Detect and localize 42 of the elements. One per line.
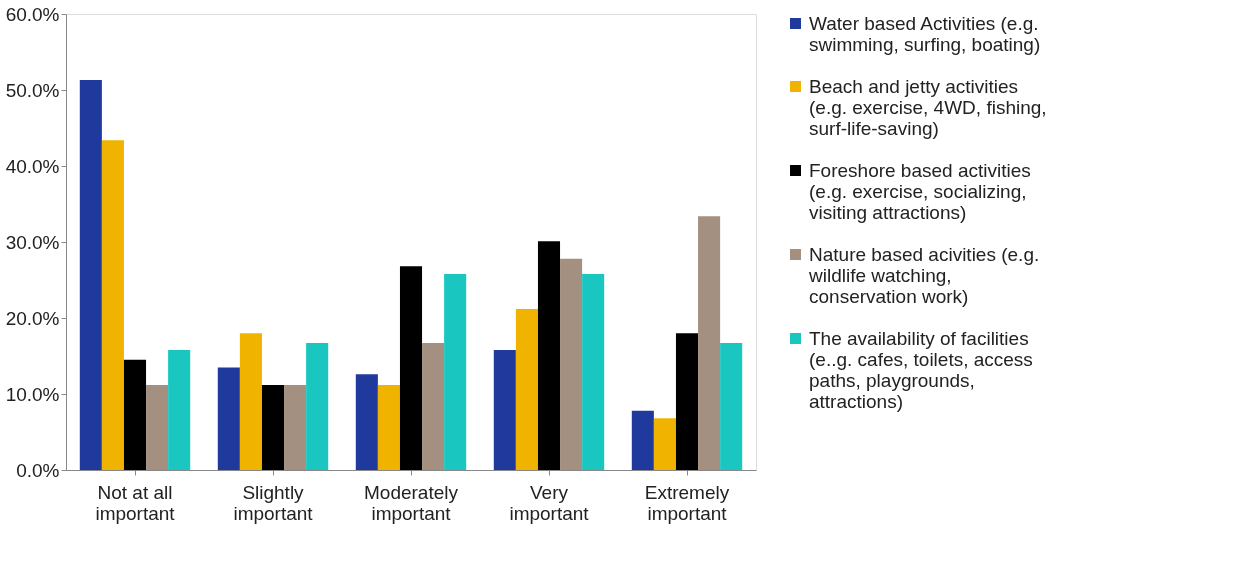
bar: [355, 374, 378, 470]
y-tick-label: 10.0%: [5, 383, 60, 405]
y-tick-label: 50.0%: [5, 79, 60, 101]
bar: [306, 343, 329, 470]
bar: [444, 273, 467, 470]
bar: [284, 384, 307, 470]
bar: [631, 410, 654, 470]
legend-label: Nature based acivities (e.g. wildlife watching, conservation work): [808, 243, 1040, 307]
x-tick-label: Very important: [509, 481, 590, 524]
bar: [261, 384, 285, 470]
bar: [146, 384, 169, 470]
bar: [79, 80, 102, 470]
bar: [675, 333, 699, 470]
bar: [123, 359, 147, 470]
y-tick-label: 40.0%: [5, 155, 60, 177]
legend-label: The availability of facilities (e..g. cafes, toilets, access paths, playgrounds, attractions): [809, 327, 1033, 412]
bar: [515, 308, 538, 470]
legend-label: Water based Activities (e.g. swimming, surfing, boating): [809, 12, 1041, 55]
bar: [560, 258, 583, 470]
bar: [101, 140, 124, 470]
bar: [720, 343, 743, 470]
bar: [422, 343, 445, 470]
bar: [582, 273, 605, 470]
y-tick-label: 0.0%: [16, 459, 60, 481]
x-tick-label: Not at all important: [95, 481, 176, 524]
bar: [537, 241, 561, 470]
bar: [377, 384, 400, 470]
bar: [399, 266, 423, 470]
bar: [239, 333, 262, 470]
bar: [168, 349, 191, 470]
x-tick-label: Extremely important: [644, 481, 730, 524]
legend-label: Foreshore based activities (e.g. exercise, socializing, visiting attractions): [809, 159, 1031, 223]
y-tick-label: 60.0%: [5, 3, 60, 25]
bar: [698, 216, 721, 470]
legend-label: Beach and jetty activities (e.g. exercise, 4WD, fishing, surf-life-saving): [809, 75, 1047, 139]
bar: [217, 367, 240, 470]
bar: [653, 418, 676, 470]
bar: [493, 349, 516, 470]
x-tick-label: Moderately important: [364, 481, 459, 524]
y-tick-label: 30.0%: [5, 231, 60, 253]
x-tick-label: Slightly important: [233, 481, 314, 524]
y-tick-label: 20.0%: [5, 307, 60, 329]
